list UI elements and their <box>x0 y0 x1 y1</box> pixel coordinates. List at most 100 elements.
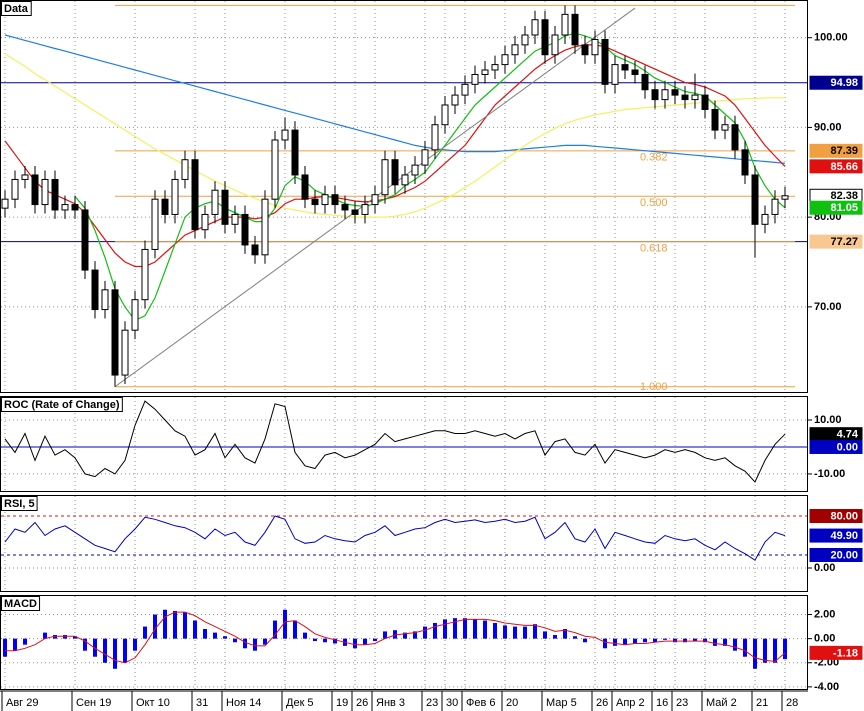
candle-body <box>771 198 779 215</box>
histogram-bar <box>373 638 377 642</box>
histogram-bar <box>603 638 607 649</box>
x-tick-label: Окт 10 <box>136 697 170 709</box>
candle-body <box>391 159 399 186</box>
candle-body <box>711 108 719 131</box>
candle-body <box>381 159 389 196</box>
x-tick-label: 30 <box>446 697 458 709</box>
value-box <box>809 234 863 249</box>
candle-body <box>461 83 469 96</box>
histogram-bar <box>653 638 657 643</box>
panel-title: RSI, 5 <box>4 498 35 510</box>
fib-label: 1.000 <box>640 381 668 393</box>
histogram-bar <box>43 632 47 639</box>
panel-frame <box>0 595 808 690</box>
histogram-bar <box>273 620 277 639</box>
candle-body <box>751 174 759 225</box>
value-box <box>809 143 863 158</box>
value-box <box>809 528 863 543</box>
fib-label: 0.618 <box>640 243 668 255</box>
candle-body <box>431 124 439 151</box>
histogram-bar <box>393 630 397 639</box>
histogram-bar <box>433 622 437 639</box>
histogram-bar <box>683 638 687 643</box>
candle-body <box>201 213 209 231</box>
candle-body <box>311 198 319 206</box>
histogram-bar <box>763 638 767 663</box>
value-box-label: 94.98 <box>830 77 858 89</box>
histogram-bar <box>233 638 237 643</box>
value-box-label: 80.00 <box>830 510 858 522</box>
histogram-bar <box>133 638 137 651</box>
candle-body <box>551 34 559 56</box>
candle-body <box>181 159 189 180</box>
histogram-bar <box>63 635 67 639</box>
histogram-bar <box>123 638 127 663</box>
value-box <box>809 548 863 563</box>
candle-body <box>151 198 159 250</box>
histogram-bar <box>613 638 617 646</box>
histogram-bar <box>73 636 77 639</box>
histogram-bar <box>483 620 487 639</box>
histogram-bar <box>713 638 717 646</box>
candle-body <box>71 204 79 211</box>
value-box-label: 77.27 <box>830 236 858 248</box>
value-box-label: 82.38 <box>830 190 858 202</box>
candle-body <box>411 164 419 176</box>
histogram-bar <box>453 618 457 639</box>
histogram-bar <box>513 626 517 639</box>
histogram-bar <box>773 638 777 663</box>
histogram-bar <box>473 619 477 639</box>
histogram-bar <box>163 609 167 639</box>
candle-body <box>471 73 479 85</box>
panel-title-box <box>1 596 41 611</box>
candle-body <box>441 104 449 126</box>
histogram-bar <box>383 631 387 639</box>
candle-body <box>171 178 179 215</box>
histogram-bar <box>243 638 247 649</box>
candle-body <box>491 64 499 71</box>
histogram-bar <box>643 638 647 643</box>
histogram-bar <box>573 636 577 639</box>
histogram-bar <box>663 638 667 640</box>
candle-body <box>641 73 649 91</box>
histogram-bar <box>583 638 587 643</box>
panel-title-box <box>1 1 32 16</box>
candle-body <box>691 94 699 101</box>
histogram-bar <box>113 638 117 669</box>
histogram-bar <box>203 628 207 639</box>
candle-body <box>591 38 599 56</box>
histogram-bar <box>403 632 407 639</box>
value-box <box>809 200 863 215</box>
x-tick-label: 21 <box>756 697 768 709</box>
panel-frame <box>0 396 808 492</box>
value-box-label: 87.39 <box>830 145 858 157</box>
candle-body <box>141 248 149 301</box>
value-box-label: 20.00 <box>830 549 858 561</box>
value-box-label: 49.90 <box>830 530 858 542</box>
x-tick-label: 16 <box>656 697 668 709</box>
y-tick-label: -10.00 <box>814 468 845 480</box>
candle-body <box>261 198 269 256</box>
candle-body <box>581 44 589 56</box>
candle-body <box>221 189 229 225</box>
candle-body <box>361 204 369 215</box>
candle-body <box>161 198 169 215</box>
histogram-bar <box>293 620 297 639</box>
value-box <box>809 439 863 454</box>
x-tick-label: 19 <box>336 697 348 709</box>
candle-body <box>31 174 39 206</box>
candle-body <box>41 178 49 206</box>
candle-body <box>781 195 789 200</box>
candle-body <box>131 299 139 331</box>
histogram-bar <box>23 638 27 645</box>
histogram-bar <box>183 612 187 639</box>
candle-body <box>301 174 309 200</box>
y-tick-label: 90.00 <box>814 121 842 133</box>
candle-body <box>741 149 749 176</box>
value-box-label: 0.00 <box>837 441 858 453</box>
x-tick-label: 26 <box>596 697 608 709</box>
histogram-bar <box>623 638 627 645</box>
x-tick-label: Ноя 14 <box>226 697 261 709</box>
candle-body <box>351 209 359 215</box>
panel-title: Data <box>4 3 29 15</box>
